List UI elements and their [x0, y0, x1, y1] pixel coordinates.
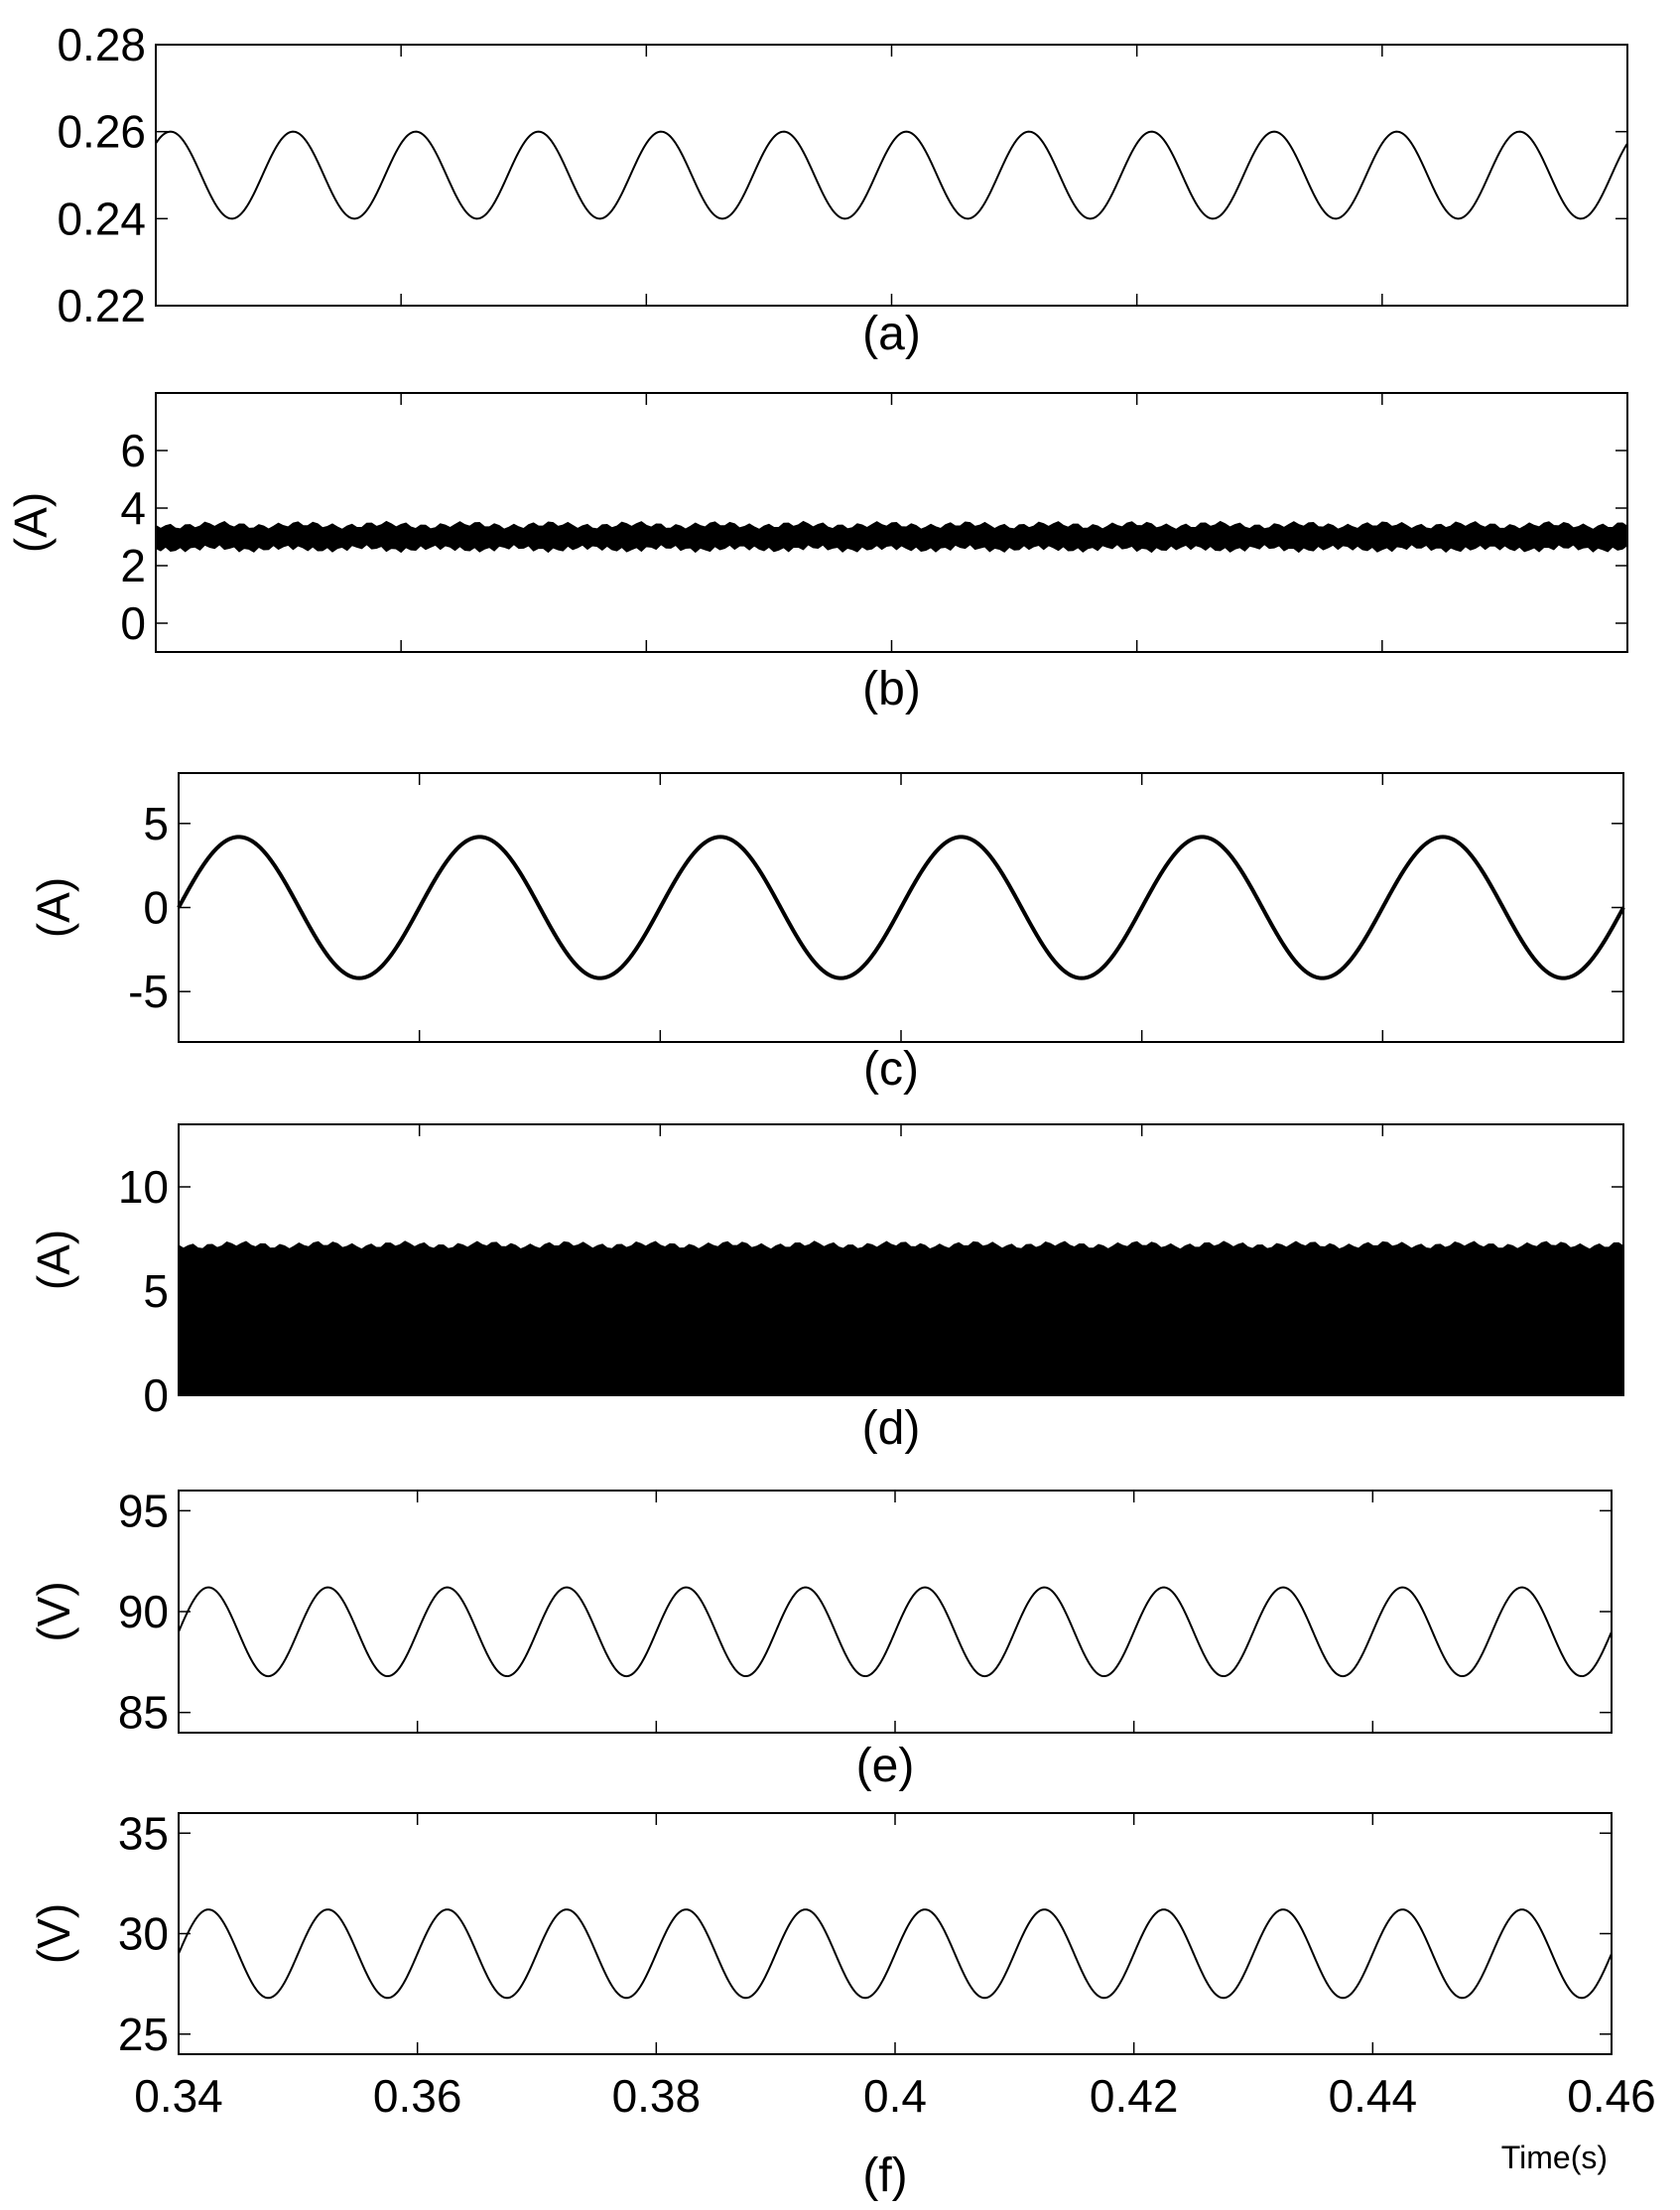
ytick-label: -5 — [128, 966, 169, 1017]
ylabel-e: (V) — [28, 1581, 79, 1641]
xtick-label: 0.46 — [1567, 2070, 1656, 2122]
ytick-label: 30 — [118, 1908, 169, 1960]
panel-c: -5 0 5 (A) (c) — [28, 772, 1625, 1096]
xtick-label: 0.4 — [863, 2070, 927, 2122]
panel-d: 0 5 10 (A) (d) — [28, 1123, 1624, 1455]
xlabel: Time(s) — [1501, 2140, 1608, 2175]
series-line-c — [177, 835, 1625, 980]
xtick-label: 0.34 — [134, 2070, 223, 2122]
panel-f: 25 30 35 0.34 0.36 0.38 0.4 0.42 0.44 0.46 (V) (f) T… — [28, 1807, 1656, 2202]
caption-f: (f) — [862, 2149, 907, 2202]
series-band-b — [155, 520, 1628, 554]
ytick-label: 0.24 — [57, 193, 146, 244]
ylabel-c: (A) — [28, 877, 79, 938]
ytick-label: 0.22 — [57, 280, 146, 331]
ylabel-b: (A) — [5, 492, 57, 553]
ytick-label: 35 — [118, 1807, 169, 1859]
ylabel-f: (V) — [28, 1903, 79, 1964]
caption-b: (b) — [862, 663, 921, 715]
ytick-label: 25 — [118, 2009, 169, 2060]
ytick-label: 0 — [120, 597, 146, 649]
panel-b: 0 2 4 6 (A) (b) — [5, 392, 1628, 715]
ytick-label: 0.28 — [57, 19, 146, 70]
xtick-label: 0.38 — [612, 2070, 702, 2122]
ytick-label: 0 — [143, 882, 169, 934]
series-band-d — [178, 1240, 1624, 1396]
caption-d: (d) — [862, 1402, 921, 1455]
caption-e: (e) — [856, 1740, 915, 1792]
xtick-label: 0.42 — [1090, 2070, 1179, 2122]
ytick-label: 4 — [120, 482, 146, 534]
plot-frame-e — [178, 1490, 1613, 1734]
panel-e: 85 90 95 (V) (e) — [28, 1485, 1613, 1792]
xtick-label: 0.44 — [1329, 2070, 1418, 2122]
ytick-label: 6 — [120, 425, 146, 476]
ytick-label: 5 — [143, 798, 169, 849]
caption-c: (c) — [863, 1043, 919, 1096]
series-line-e — [178, 1586, 1613, 1678]
ytick-label: 85 — [118, 1687, 169, 1739]
ytick-label: 95 — [118, 1485, 169, 1536]
ytick-label: 0 — [143, 1369, 169, 1421]
panel-a: 0.22 0.24 0.26 0.28 (a) — [57, 19, 1628, 360]
ytick-label: 10 — [118, 1161, 169, 1213]
plot-frame-f — [178, 1812, 1613, 2055]
caption-a: (a) — [862, 308, 921, 360]
series-line-f — [178, 1908, 1613, 2000]
series-line-a — [155, 130, 1628, 220]
ytick-label: 90 — [118, 1586, 169, 1637]
ytick-label: 2 — [120, 540, 146, 591]
xtick-label: 0.36 — [373, 2070, 462, 2122]
ytick-label: 0.26 — [57, 106, 146, 158]
ytick-label: 5 — [143, 1265, 169, 1317]
plot-frame-a — [155, 44, 1628, 307]
ylabel-d: (A) — [28, 1230, 79, 1290]
